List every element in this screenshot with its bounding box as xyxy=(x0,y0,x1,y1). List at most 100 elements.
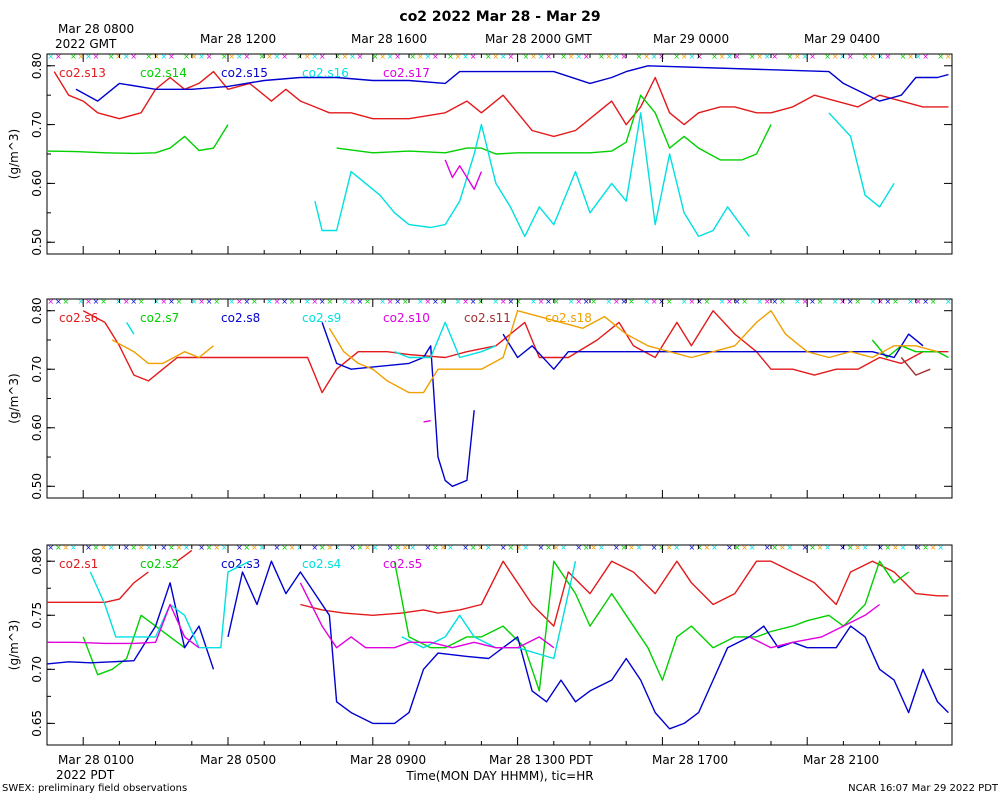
band-marker: × xyxy=(417,52,424,61)
band-marker: × xyxy=(100,543,107,552)
band-marker: × xyxy=(440,297,447,306)
series-line-co2-s1 xyxy=(47,549,949,627)
band-marker: × xyxy=(930,543,937,552)
band-marker: × xyxy=(854,297,861,306)
band-marker: × xyxy=(787,543,794,552)
band-marker: × xyxy=(628,297,635,306)
footer-left-note: SWEX: preliminary field observations xyxy=(2,783,188,794)
band-marker: × xyxy=(937,543,944,552)
band-marker: × xyxy=(802,543,809,552)
band-marker: × xyxy=(636,52,643,61)
band-marker: × xyxy=(734,543,741,552)
band-marker: × xyxy=(719,297,726,306)
band-marker: × xyxy=(507,543,514,552)
band-marker: × xyxy=(877,52,884,61)
band-marker: × xyxy=(372,543,379,552)
band-marker: × xyxy=(153,52,160,61)
band-marker: × xyxy=(937,52,944,61)
series-line-co2-s15 xyxy=(75,65,949,102)
top-axis-tick-label: Mar 28 2000 GMT xyxy=(485,32,592,46)
y-axis-label: (g/m^3) xyxy=(7,373,21,423)
series-line-co2-s17 xyxy=(444,159,483,190)
band-marker: × xyxy=(606,52,613,61)
legend-label-co2-s11: co2.s11 xyxy=(464,311,511,325)
band-marker: × xyxy=(885,297,892,306)
band-marker: × xyxy=(266,297,273,306)
band-marker: × xyxy=(63,297,70,306)
band-marker: × xyxy=(945,52,952,61)
band-marker: × xyxy=(802,52,809,61)
band-marker: × xyxy=(387,543,394,552)
band-marker: × xyxy=(319,543,326,552)
band-marker: × xyxy=(839,52,846,61)
band-marker: × xyxy=(764,543,771,552)
band-marker: × xyxy=(432,52,439,61)
band-marker: × xyxy=(206,543,213,552)
band-marker: × xyxy=(847,52,854,61)
band-marker: × xyxy=(515,543,522,552)
band-marker: × xyxy=(907,52,914,61)
bottom-axis-first-label-line2: 2022 PDT xyxy=(56,768,115,782)
band-marker: × xyxy=(304,297,311,306)
y-tick-label: 0.75 xyxy=(30,602,44,629)
band-marker: × xyxy=(168,297,175,306)
band-marker: × xyxy=(130,543,137,552)
band-marker: × xyxy=(907,297,914,306)
series-line-co2-s11 xyxy=(900,357,931,376)
bottom-axis-tick-label: Mar 28 1700 xyxy=(652,753,729,767)
band-marker: × xyxy=(817,543,824,552)
band-marker: × xyxy=(357,297,364,306)
band-marker: × xyxy=(296,52,303,61)
band-marker: × xyxy=(658,297,665,306)
band-marker: × xyxy=(70,543,77,552)
band-marker: × xyxy=(794,52,801,61)
band-marker: × xyxy=(771,52,778,61)
band-marker: × xyxy=(651,52,658,61)
band-marker: × xyxy=(945,297,952,306)
band-marker: × xyxy=(809,543,816,552)
band-marker: × xyxy=(651,543,658,552)
band-marker: × xyxy=(771,543,778,552)
band-marker: × xyxy=(47,543,54,552)
band-marker: × xyxy=(206,52,213,61)
y-tick-label: 0.70 xyxy=(30,656,44,683)
band-marker: × xyxy=(688,52,695,61)
band-marker: × xyxy=(666,543,673,552)
band-marker: × xyxy=(477,543,484,552)
band-marker: × xyxy=(198,297,205,306)
band-marker: × xyxy=(123,297,130,306)
y-tick-label: 0.50 xyxy=(30,229,44,256)
top-axis-tick-label: Mar 29 0400 xyxy=(804,32,881,46)
legend-label-co2-s14: co2.s14 xyxy=(140,66,187,80)
series-line-co2-s3 xyxy=(46,560,949,730)
band-marker: × xyxy=(425,543,432,552)
series-line-co2-s5 xyxy=(47,582,881,649)
band-marker: × xyxy=(228,52,235,61)
band-marker: × xyxy=(447,52,454,61)
band-marker: × xyxy=(176,543,183,552)
band-marker: × xyxy=(296,543,303,552)
band-marker: × xyxy=(236,297,243,306)
band-marker: × xyxy=(764,52,771,61)
band-marker: × xyxy=(266,52,273,61)
y-tick-label: 0.80 xyxy=(30,548,44,575)
band-marker: × xyxy=(387,297,394,306)
band-marker: × xyxy=(342,297,349,306)
band-marker: × xyxy=(334,52,341,61)
band-marker: × xyxy=(123,543,130,552)
band-marker: × xyxy=(915,543,922,552)
band-marker: × xyxy=(379,297,386,306)
band-marker: × xyxy=(364,543,371,552)
band-marker: × xyxy=(734,297,741,306)
band-marker: × xyxy=(221,543,228,552)
legend-label-co2-s2: co2.s2 xyxy=(140,557,179,571)
band-marker: × xyxy=(485,543,492,552)
legend-label-co2-s17: co2.s17 xyxy=(383,66,430,80)
band-marker: × xyxy=(394,297,401,306)
band-marker: × xyxy=(575,52,582,61)
legend-label-co2-s9: co2.s9 xyxy=(302,311,341,325)
band-marker: × xyxy=(651,297,658,306)
band-marker: × xyxy=(500,52,507,61)
band-marker: × xyxy=(447,543,454,552)
band-marker: × xyxy=(794,297,801,306)
